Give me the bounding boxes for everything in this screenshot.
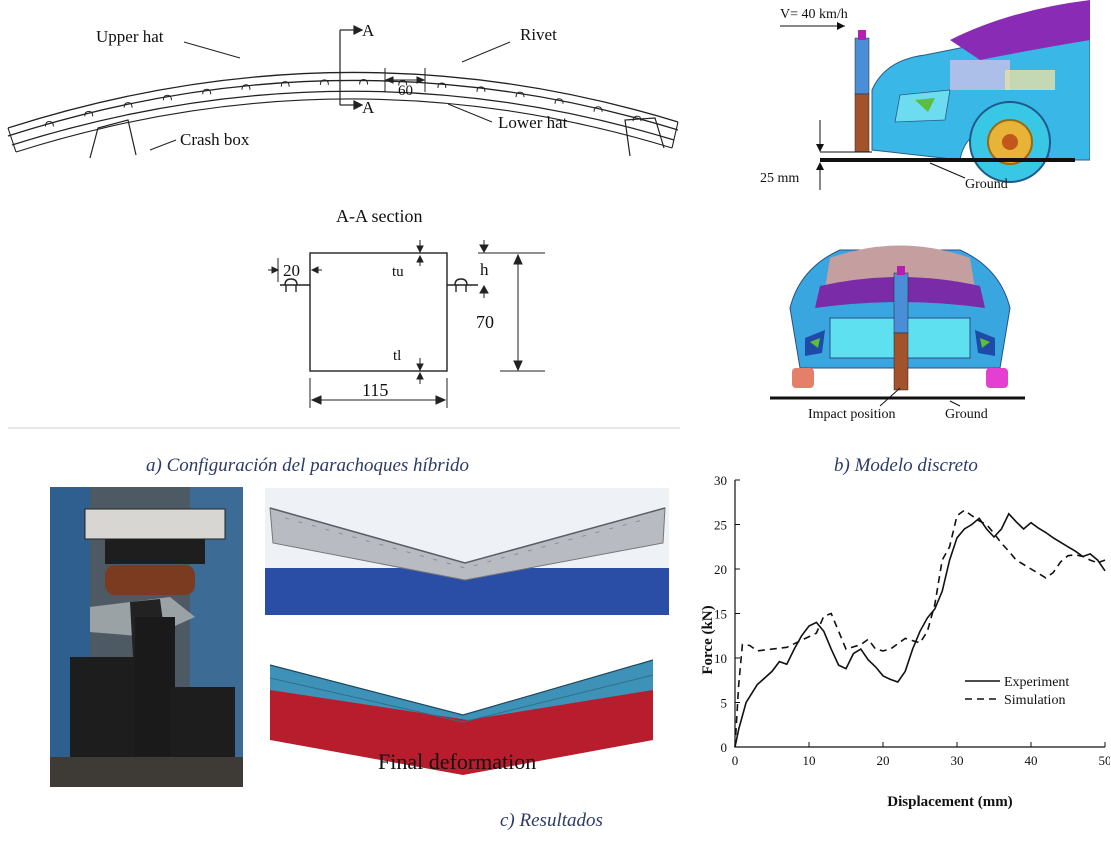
ground-side-label: Ground xyxy=(965,177,1008,192)
test-rig-photo xyxy=(50,487,243,787)
legend-simulation: Simulation xyxy=(1004,693,1065,708)
x-tick-label: 40 xyxy=(1025,753,1038,768)
x-tick-label: 0 xyxy=(732,753,739,768)
lower-hat-label: Lower hat xyxy=(498,113,568,132)
section-cut-line xyxy=(339,25,364,110)
y-tick-label: 5 xyxy=(721,696,728,711)
y-tick-label: 25 xyxy=(714,518,727,533)
upper-hat-label: Upper hat xyxy=(96,27,164,46)
hat-height-label: h xyxy=(480,260,489,279)
crash-box-right xyxy=(624,117,665,157)
crash-box-label: Crash box xyxy=(180,130,250,149)
rivet-icon xyxy=(476,86,486,92)
rivet-icon xyxy=(280,81,290,87)
x-tick-label: 20 xyxy=(877,753,890,768)
section-mark-top: A xyxy=(362,21,375,40)
legend-experiment: Experiment xyxy=(1004,675,1069,690)
rivet-icon xyxy=(554,98,564,104)
rivet-icon xyxy=(515,91,525,98)
y-tick-label: 20 xyxy=(714,562,727,577)
x-tick-label: 50 xyxy=(1099,753,1111,768)
section-dimensions xyxy=(268,240,545,408)
rivet-label: Rivet xyxy=(520,25,557,44)
legend: Experiment Simulation xyxy=(965,675,1069,708)
experimental-deformation-photo xyxy=(265,488,669,615)
y-tick-label: 15 xyxy=(714,607,727,622)
x-tick-label: 30 xyxy=(951,753,964,768)
section-profile xyxy=(280,252,478,372)
x-axis-label: Displacement (mm) xyxy=(887,794,1012,810)
crash-box-left xyxy=(89,119,137,159)
clearance-label: 25 mm xyxy=(760,171,799,186)
rivet-row xyxy=(44,78,642,127)
section-mark-bottom: A xyxy=(362,98,375,117)
caption-b: b) Modelo discreto xyxy=(834,455,978,476)
ground-front-label: Ground xyxy=(945,407,988,422)
y-tick-label: 30 xyxy=(714,473,727,488)
rivet-icon xyxy=(44,120,54,127)
velocity-label: V= 40 km/h xyxy=(780,7,848,22)
x-tick-label: 10 xyxy=(803,753,816,768)
discrete-model-side-view: V= 40 km/h 25 mm Ground xyxy=(760,0,1090,192)
caption-a: a) Configuración del parachoques híbrido xyxy=(146,455,469,476)
rivet-icon xyxy=(162,94,172,101)
rivet-icon xyxy=(359,78,369,85)
total-height-label: 70 xyxy=(476,312,494,332)
simulated-final-deformation xyxy=(269,659,654,775)
section-title: A-A section xyxy=(336,206,422,226)
y-tick-label: 0 xyxy=(721,740,728,755)
impact-position-label: Impact position xyxy=(808,407,896,422)
series-experiment-line xyxy=(734,512,1106,748)
series-simulation-line xyxy=(734,509,1106,748)
rivet-icon xyxy=(398,80,408,86)
force-displacement-chart: 0 10 20 30 40 50 0 5 10 15 20 25 30 Displacement (mm… xyxy=(700,473,1111,810)
discrete-model-front-view: Impact position Ground xyxy=(770,245,1025,422)
final-deformation-label: Final deformation xyxy=(378,749,537,774)
rivet-icon xyxy=(319,79,329,85)
rivet-pitch-label: 60 xyxy=(398,83,413,99)
rivet-icon xyxy=(241,84,251,90)
rivet-icon xyxy=(593,106,603,112)
bumper-configuration-drawing: A A 60 Upper hat Rivet Lower hat Crash b… xyxy=(7,21,680,429)
upper-thickness-label: tu xyxy=(392,264,404,280)
y-tick-label: 10 xyxy=(714,651,727,666)
y-axis-label: Force (kN) xyxy=(700,605,716,674)
rivet-icon xyxy=(84,110,94,117)
rivet-icon xyxy=(437,82,447,89)
rivet-icon xyxy=(123,102,133,108)
rivet-pitch-dimension xyxy=(384,68,426,92)
caption-c: c) Resultados xyxy=(500,810,603,831)
section-width-label: 115 xyxy=(362,380,388,400)
flange-width-label: 20 xyxy=(283,261,300,280)
lower-thickness-label: tl xyxy=(393,348,401,364)
rivet-icon xyxy=(202,88,212,95)
